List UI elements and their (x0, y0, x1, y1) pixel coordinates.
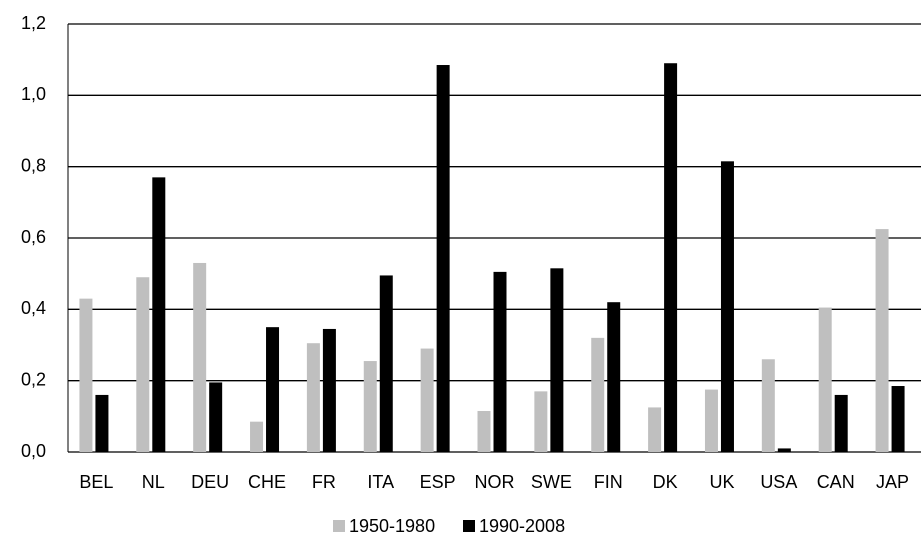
legend-swatch (333, 520, 345, 532)
bar (591, 337, 605, 452)
bar (79, 298, 93, 452)
y-tick-label: 0,6 (21, 227, 46, 247)
bar (607, 302, 621, 452)
x-tick-label: NOR (475, 472, 515, 492)
bar (664, 63, 678, 452)
y-tick-label: 0,0 (21, 441, 46, 461)
x-tick-label: ESP (420, 472, 456, 492)
x-tick-label: ITA (367, 472, 394, 492)
y-tick-label: 0,2 (21, 369, 46, 389)
x-tick-label: UK (709, 472, 734, 492)
legend-label: 1950-1980 (349, 516, 435, 536)
y-tick-label: 0,8 (21, 155, 46, 175)
x-tick-label: DEU (191, 472, 229, 492)
bar (493, 271, 507, 452)
x-tick-label: BEL (79, 472, 113, 492)
x-tick-label: CHE (248, 472, 286, 492)
x-tick-label: SWE (531, 472, 572, 492)
bar (704, 389, 718, 452)
bar (477, 410, 491, 452)
bar (648, 407, 662, 452)
bar (363, 361, 377, 452)
bar (875, 229, 889, 452)
bar (834, 394, 848, 452)
bar (761, 359, 775, 452)
bar (322, 328, 336, 452)
x-tick-label: DK (653, 472, 678, 492)
bar (152, 177, 166, 452)
bar (306, 343, 320, 452)
bar (209, 382, 223, 452)
bar (777, 448, 791, 452)
x-tick-label: FR (312, 472, 336, 492)
x-tick-label: NL (142, 472, 165, 492)
y-tick-label: 0,4 (21, 298, 46, 318)
bar (250, 421, 264, 452)
x-tick-label: FIN (594, 472, 623, 492)
bar (420, 348, 434, 452)
bar (193, 262, 207, 452)
bar (379, 275, 393, 452)
legend-swatch (463, 520, 475, 532)
x-tick-label: JAP (876, 472, 909, 492)
bar (534, 391, 548, 452)
bar (550, 268, 564, 452)
x-tick-label: USA (760, 472, 797, 492)
bar (720, 161, 734, 453)
bar (818, 307, 832, 452)
y-tick-label: 1,0 (21, 84, 46, 104)
bar (891, 386, 905, 452)
bar (266, 327, 280, 452)
y-tick-label: 1,2 (21, 13, 46, 33)
x-tick-label: CAN (817, 472, 855, 492)
bar (136, 277, 150, 452)
legend-label: 1990-2008 (479, 516, 565, 536)
bar (436, 65, 450, 453)
bar (95, 394, 109, 452)
